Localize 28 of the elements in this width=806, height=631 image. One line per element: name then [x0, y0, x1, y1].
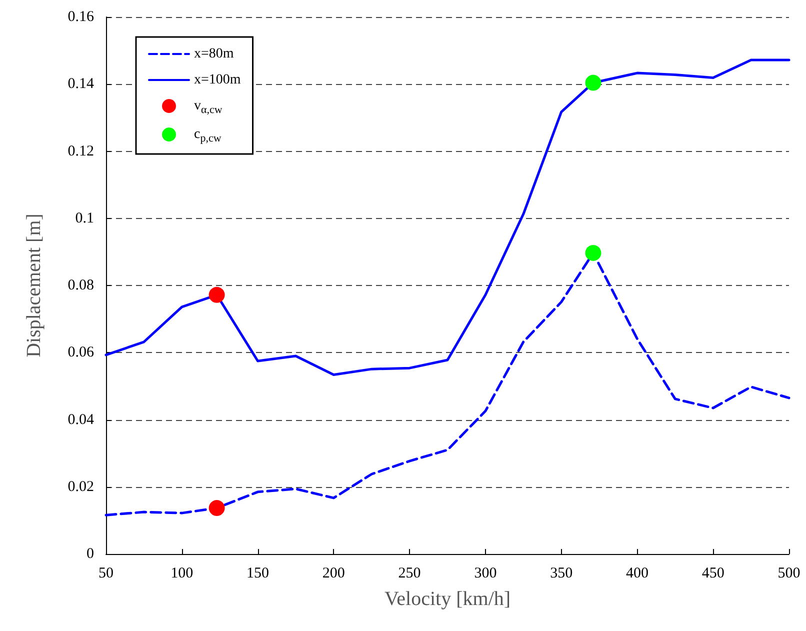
x-tick-label: 300 [474, 566, 497, 582]
y-tick-label: 0.04 [68, 412, 94, 428]
y-tick-label: 0.06 [68, 344, 94, 361]
y-tick-label: 0.14 [68, 76, 94, 92]
point [208, 500, 225, 516]
y-tick-label: 0.16 [68, 9, 94, 25]
point [585, 74, 602, 91]
x-axis-title: Velocity [km/h] [384, 588, 511, 610]
legend-label: x=100m [194, 72, 241, 88]
x-tick-label: 250 [398, 566, 421, 582]
x-tick-label: 350 [550, 566, 573, 582]
y-tick-label: 0.1 [75, 210, 94, 226]
x-tick-label: 100 [170, 566, 194, 582]
legend-label: x=80m [194, 46, 234, 62]
x-tick-label: 400 [626, 566, 648, 582]
x-tick-label: 150 [246, 566, 270, 582]
y-tick-label: 0 [86, 546, 94, 562]
y-axis-title: Displacement [m] [23, 214, 45, 358]
y-tick-label: 0.02 [68, 478, 94, 495]
x-tick-label: 450 [702, 566, 724, 582]
y-tick-label: 0.08 [68, 278, 94, 294]
x-tick-label: 50 [98, 566, 114, 582]
x-tick-label: 500 [778, 566, 800, 582]
point [585, 244, 602, 261]
y-tick-label: 0.12 [68, 143, 94, 160]
x-tick-label: 200 [322, 566, 345, 582]
line-series [104, 58, 790, 376]
point [208, 286, 225, 303]
